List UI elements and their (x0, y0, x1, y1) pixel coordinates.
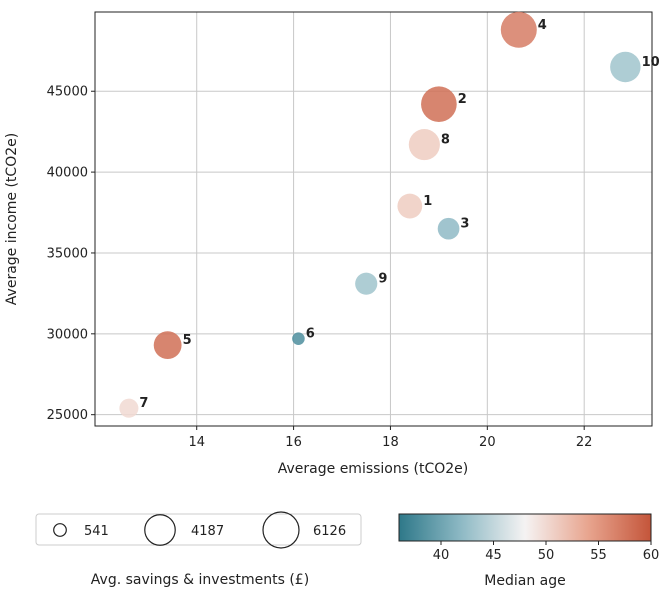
y-tick-label: 35000 (47, 246, 88, 261)
y-tick-label: 30000 (47, 327, 88, 342)
point-label: 3 (460, 217, 469, 232)
data-point (119, 398, 139, 418)
y-tick-label: 45000 (47, 85, 88, 100)
size-legend: 541 4187 6126 (53, 511, 346, 549)
colorbar-tick-label: 60 (643, 548, 660, 563)
x-tick-label: 14 (188, 435, 205, 450)
size-legend-label: 6126 (313, 524, 346, 539)
data-point (397, 193, 423, 219)
point-label: 2 (458, 92, 467, 107)
data-point (408, 129, 440, 161)
x-axis-label: Average emissions (tCO2e) (278, 461, 468, 477)
data-point (421, 86, 457, 123)
colorbar-tick-label: 55 (590, 548, 607, 563)
size-legend-marker (53, 523, 67, 537)
data-point (153, 331, 182, 360)
data-points: 1 2 3 4 5 6 7 8 9 10 (119, 11, 660, 418)
point-label: 6 (306, 327, 315, 342)
data-point (500, 11, 537, 48)
colorbar-tick-label: 45 (485, 548, 502, 563)
grid-lines (95, 12, 652, 426)
point-label: 7 (139, 396, 148, 411)
y-axis-label: Average income (tCO2e) (4, 133, 20, 305)
x-tick-label: 16 (285, 435, 302, 450)
colorbar-ticks: 40 45 50 55 60 (433, 541, 660, 563)
x-tick-label: 20 (479, 435, 496, 450)
size-legend-label: 541 (84, 524, 109, 539)
point-label: 9 (378, 272, 387, 287)
point-label: 1 (423, 194, 432, 209)
x-tick-label: 18 (382, 435, 399, 450)
colorbar-tick-label: 40 (433, 548, 450, 563)
point-label: 10 (642, 55, 660, 70)
size-legend-label: 4187 (191, 524, 224, 539)
colorbar-title: Median age (484, 573, 565, 589)
point-label: 8 (441, 133, 450, 148)
size-legend-marker (262, 511, 300, 549)
size-legend-title: Avg. savings & investments (£) (91, 572, 309, 588)
colorbar (398, 513, 652, 542)
data-point (355, 272, 378, 295)
y-tick-label: 40000 (47, 166, 88, 181)
y-tick-label: 25000 (47, 408, 88, 423)
size-legend-box (35, 513, 362, 546)
point-label: 5 (183, 333, 192, 348)
data-point (610, 51, 641, 83)
data-point (437, 217, 460, 240)
x-tick-label: 22 (576, 435, 593, 450)
plot-area (94, 11, 653, 427)
point-label: 4 (538, 18, 547, 33)
size-legend-marker (144, 514, 176, 546)
colorbar-tick-label: 50 (538, 548, 555, 563)
data-point (292, 332, 305, 345)
